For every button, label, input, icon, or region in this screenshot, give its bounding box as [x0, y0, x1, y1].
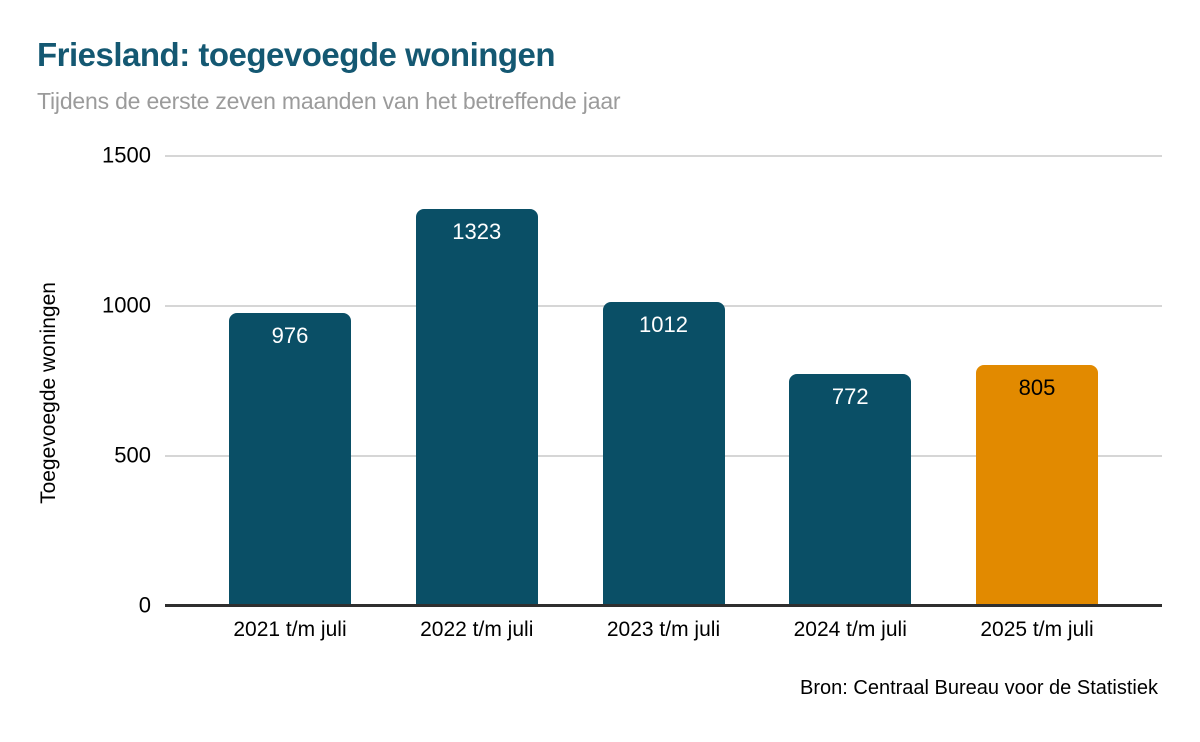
- y-tick-label-1000: 1000: [102, 292, 151, 318]
- bar-value-label: 772: [831, 384, 869, 410]
- bar-value-label: 1323: [452, 219, 502, 245]
- x-tick-label-2025-t-m-juli: 2025 t/m juli: [980, 618, 1094, 641]
- x-tick-label-2022-t-m-juli: 2022 t/m juli: [420, 618, 534, 641]
- gridline-1500: [165, 155, 1162, 157]
- y-axis-title: Toegevoegde woningen: [37, 282, 60, 504]
- x-tick-label-2024-t-m-juli: 2024 t/m juli: [793, 618, 907, 641]
- bar-2023-t-m-juli: 1012: [602, 302, 725, 606]
- y-tick-label-500: 500: [114, 442, 151, 468]
- bar-2024-t-m-juli: 772: [789, 374, 912, 606]
- bar-value-label: 805: [1018, 374, 1056, 400]
- bar-2021-t-m-juli: 976: [229, 313, 351, 606]
- chart-subtitle: Tijdens de eerste zeven maanden van het …: [37, 88, 621, 114]
- x-tick-label-2023-t-m-juli: 2023 t/m juli: [606, 618, 721, 641]
- y-tick-label-1500: 1500: [102, 142, 151, 168]
- bar-2022-t-m-juli: 1323: [415, 209, 538, 606]
- source-credit: Bron: Centraal Bureau voor de Statistiek: [800, 677, 1158, 699]
- y-tick-label-0: 0: [138, 592, 151, 618]
- bar-2025-t-m-juli: 805: [976, 364, 1098, 606]
- bar-value-label: 976: [271, 323, 309, 349]
- page-title: Friesland: toegevoegde woningen: [37, 36, 556, 73]
- plot-area: 0 500 1000 1500 976 2021 t/m juli 1323 2022 t/m…: [102, 142, 1162, 641]
- x-tick-label-2021-t-m-juli: 2021 t/m juli: [233, 618, 347, 641]
- x-axis-line: [165, 604, 1162, 607]
- bar-value-label: 1012: [639, 312, 688, 338]
